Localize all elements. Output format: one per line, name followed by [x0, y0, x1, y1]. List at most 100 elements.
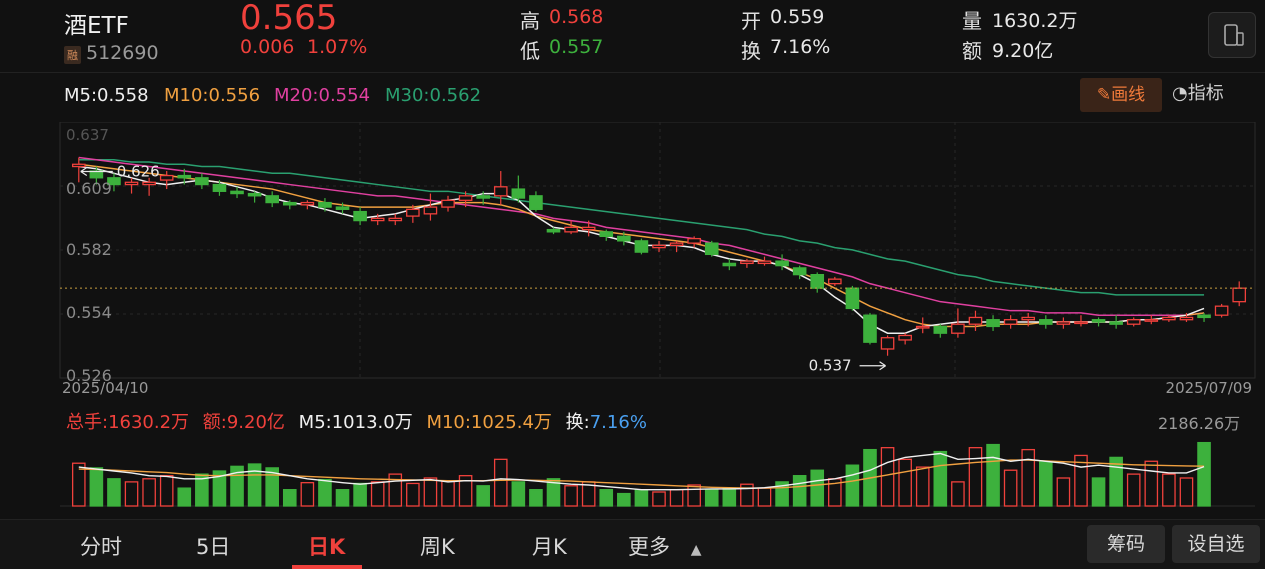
chart-labels: 0.609 0.582 0.554 0.526 0.637 2025/04/10 2025/… — [60, 126, 1255, 397]
volume-ma5-line — [78, 452, 1205, 491]
candle-down — [476, 195, 490, 199]
candle-up — [388, 217, 403, 222]
min-marker-label: 0.537 — [809, 357, 852, 375]
candle-down — [617, 235, 631, 242]
landscape-toggle-button[interactable] — [1208, 12, 1256, 58]
volume-bar-down — [617, 492, 631, 507]
ma5-legend: M5:0.558 — [64, 85, 149, 106]
ma20-line — [78, 156, 1205, 316]
volume-bar-down — [177, 487, 192, 507]
add-watchlist-button[interactable]: 设自选 — [1172, 525, 1260, 563]
volume-bar-up — [1021, 448, 1036, 507]
candle-up — [581, 226, 596, 231]
candle-up — [124, 181, 139, 186]
amount-value: 9.20亿 — [992, 40, 1054, 62]
candle-up — [740, 260, 754, 265]
max-marker-label: 0.626 — [117, 163, 160, 181]
header-divider — [0, 72, 1265, 73]
candle-up — [1144, 319, 1159, 322]
volume-bar-down — [195, 473, 209, 507]
kline-chart[interactable]: 0.609 0.582 0.554 0.526 0.637 2025/04/10 2025/… — [0, 122, 1265, 412]
candle-down — [511, 188, 526, 199]
indicator-button[interactable]: ◔指标 — [1172, 79, 1224, 105]
candle-down — [792, 267, 807, 276]
volume-bar-down — [845, 464, 860, 507]
gauge-icon: ◔ — [1172, 83, 1188, 104]
amount-label: 额 — [962, 39, 982, 63]
volume-bar-down — [318, 478, 332, 507]
start-date-label: 2025/04/10 — [62, 379, 148, 397]
candle-down — [335, 206, 350, 210]
candle-down — [353, 210, 367, 222]
candle-down — [933, 325, 948, 334]
open-value: 0.559 — [770, 6, 825, 28]
volume-bars — [60, 441, 1255, 507]
active-tab-indicator — [292, 565, 362, 569]
candle-up — [406, 208, 420, 217]
tab-intraday[interactable]: 分时 — [80, 535, 122, 559]
tab-more[interactable]: 更多 ▲ — [628, 531, 701, 561]
candle-up — [951, 323, 965, 334]
candle-down — [230, 190, 244, 195]
tab-weekly-k[interactable]: 周K — [420, 535, 455, 559]
volume-bar-up — [687, 484, 701, 507]
volume-bar-up — [1003, 469, 1018, 507]
volume-value: 1630.2万 — [992, 10, 1078, 32]
candles — [71, 157, 1247, 356]
vol-m10: M10:1025.4万 — [426, 412, 552, 433]
volume-bar-up — [915, 466, 930, 507]
candle-down — [704, 242, 719, 256]
draw-line-button[interactable]: ✎画线 — [1080, 78, 1162, 112]
volume-bar-down — [704, 489, 719, 507]
volume-bar-up — [406, 482, 420, 507]
volume-bar-down — [212, 470, 227, 507]
candle-up — [880, 337, 895, 350]
y-tick-label: 0.582 — [66, 240, 112, 259]
ma20-legend: M20:0.554 — [274, 85, 371, 106]
candle-up — [669, 242, 684, 247]
phone-rotate-icon — [1224, 24, 1244, 46]
volume-bar-down — [792, 475, 807, 507]
volume-bar-down — [476, 485, 490, 507]
volume-bar-down — [282, 489, 297, 507]
candle-up — [1056, 321, 1071, 325]
tab-daily-k[interactable]: 日K — [308, 535, 346, 559]
volume-bar-up — [71, 462, 86, 507]
volume-bar-up — [423, 477, 438, 507]
volume-bar-up — [740, 483, 754, 507]
volume-bar-up — [441, 480, 455, 507]
candle-up — [300, 201, 315, 206]
candle-down — [107, 177, 121, 186]
candle-down — [318, 201, 332, 208]
volume-bar-down — [335, 489, 350, 507]
candle-down — [195, 177, 209, 186]
ma30-line — [78, 159, 1205, 296]
candle-down — [863, 314, 877, 343]
vol-m5: M5:1013.0万 — [298, 412, 413, 433]
candle-up — [757, 260, 772, 265]
margin-badge: 融 — [64, 44, 81, 64]
candle-up — [370, 217, 385, 222]
volume-chart[interactable] — [0, 432, 1265, 520]
volume-label: 量 — [962, 9, 982, 33]
volume-bar-up — [564, 485, 578, 507]
end-date-label: 2025/07/09 — [1166, 379, 1252, 397]
current-price: 0.565 — [240, 0, 338, 38]
candle-down — [177, 174, 192, 179]
volume-bar-down — [546, 478, 561, 507]
tab-5day[interactable]: 5日 — [196, 535, 231, 559]
candle-down — [845, 287, 860, 310]
turnover-label: 换 — [741, 39, 761, 63]
chips-button[interactable]: 筹码 — [1087, 525, 1165, 563]
candle-up — [1179, 316, 1194, 321]
candle-down — [599, 231, 614, 238]
price-change: 0.006 — [240, 36, 295, 58]
volume-bar-up — [493, 458, 508, 507]
volume-bar-up — [370, 481, 385, 507]
stock-code: 512690 — [86, 42, 159, 64]
volume-bar-down — [265, 467, 279, 507]
volume-ma10-line — [78, 459, 1205, 489]
tab-monthly-k[interactable]: 月K — [532, 535, 567, 559]
volume-bar-down — [107, 478, 121, 507]
volume-bar-up — [968, 447, 983, 507]
